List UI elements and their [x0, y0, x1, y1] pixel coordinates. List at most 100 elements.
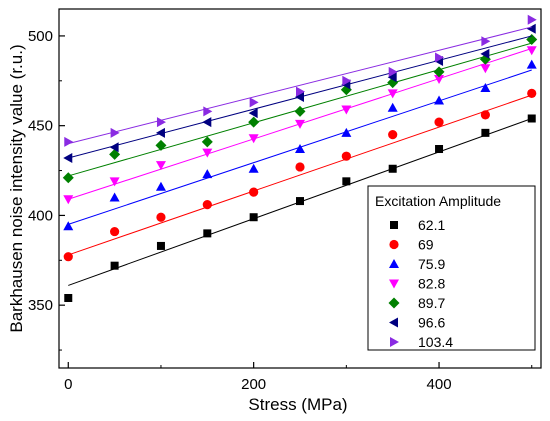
data-point-89.7-200 [248, 116, 260, 128]
x-tick-label: 0 [64, 376, 72, 393]
data-point-62.1-100 [156, 241, 165, 250]
data-point-69-50 [110, 226, 120, 237]
x-tick-label: 200 [241, 376, 266, 393]
x-tick-label: 400 [427, 376, 452, 393]
data-point-89.7-50 [109, 148, 121, 160]
x-axis-title: Stress (MPa) [248, 395, 347, 414]
data-point-96.6-350 [387, 72, 397, 83]
series-75.9 [63, 59, 537, 231]
legend-marker-75.9 [389, 259, 399, 268]
data-point-69-300 [341, 151, 351, 161]
data-point-103.4-250 [296, 86, 305, 97]
data-point-82.8-100 [155, 161, 166, 171]
legend-item-label: 62.1 [418, 217, 445, 233]
data-point-62.1-150 [203, 229, 212, 238]
data-point-75.9-250 [295, 144, 305, 154]
y-tick-label: 500 [28, 28, 53, 45]
data-point-89.7-150 [201, 136, 213, 148]
data-point-82.8-400 [434, 75, 445, 85]
data-point-69-250 [295, 162, 305, 172]
data-point-89.7-0 [62, 172, 74, 184]
legend-marker-96.6 [389, 317, 398, 328]
data-point-75.9-200 [248, 163, 259, 173]
series-62.1 [64, 114, 536, 302]
data-point-96.6-150 [202, 117, 212, 128]
legend-marker-82.8 [389, 279, 399, 289]
legend-item-label: 89.7 [418, 295, 445, 311]
data-point-82.8-200 [248, 134, 259, 144]
data-point-103.4-50 [110, 127, 120, 138]
legend-item-label: 82.8 [418, 276, 445, 292]
series-103.4 [64, 14, 537, 147]
legend-item-label: 103.4 [418, 334, 453, 350]
data-point-75.9-0 [63, 221, 74, 231]
y-tick-label: 450 [28, 118, 53, 135]
series-69 [63, 88, 537, 262]
data-point-62.1-200 [249, 213, 258, 222]
data-point-82.8-500 [526, 46, 537, 56]
data-point-69-500 [527, 88, 537, 98]
data-point-89.7-100 [155, 139, 167, 151]
data-point-75.9-400 [434, 95, 445, 105]
data-point-62.1-350 [388, 164, 397, 173]
data-point-89.7-500 [526, 34, 538, 46]
data-point-103.4-500 [527, 14, 537, 25]
data-point-96.6-500 [526, 23, 536, 34]
data-point-69-400 [434, 117, 444, 127]
legend-marker-89.7 [388, 297, 400, 309]
data-point-82.8-300 [341, 105, 352, 115]
data-point-89.7-250 [294, 105, 306, 117]
legend-marker-103.4 [390, 337, 399, 347]
data-point-75.9-350 [387, 102, 398, 112]
data-point-96.6-100 [155, 127, 165, 138]
data-point-82.8-50 [109, 177, 120, 187]
data-point-75.9-100 [155, 181, 166, 191]
series-96.6 [63, 23, 536, 163]
fit-line-103.4 [68, 26, 532, 145]
series-layer [62, 14, 538, 302]
data-point-62.1-400 [435, 145, 444, 154]
data-point-103.4-400 [435, 52, 445, 63]
data-point-62.1-0 [64, 293, 73, 302]
legend-marker-62.1 [390, 221, 398, 229]
legend-item-label: 69 [418, 237, 434, 253]
data-point-103.4-450 [481, 36, 491, 47]
data-point-103.4-350 [388, 66, 398, 77]
legend-item-label: 75.9 [418, 256, 445, 272]
data-point-62.1-300 [342, 177, 351, 186]
legend-title: Excitation Amplitude [375, 193, 501, 209]
y-tick-label: 350 [28, 297, 53, 314]
data-point-69-0 [63, 252, 73, 262]
data-point-69-200 [249, 187, 259, 197]
axes-layer: 0 200 400 350 400 450 500 Stress (MPa) Barkhause… [7, 8, 542, 414]
data-point-69-100 [156, 212, 166, 222]
data-point-75.9-50 [109, 192, 120, 202]
legend-marker-69 [389, 239, 399, 250]
data-point-62.1-450 [481, 128, 490, 137]
data-point-96.6-250 [295, 91, 304, 102]
data-point-103.4-150 [203, 106, 213, 117]
data-point-69-150 [202, 200, 212, 210]
data-point-96.6-50 [109, 142, 119, 153]
fit-line-69 [68, 94, 532, 256]
data-point-75.9-500 [526, 59, 537, 69]
data-point-103.4-0 [64, 136, 74, 147]
data-point-89.7-400 [433, 66, 445, 78]
data-point-82.8-150 [202, 148, 213, 158]
y-axis-title: Barkhausen noise intensity value (r.u.) [7, 44, 26, 332]
data-point-82.8-250 [295, 119, 305, 129]
data-point-103.4-300 [342, 75, 352, 86]
data-point-62.1-50 [110, 261, 119, 270]
data-point-75.9-150 [202, 169, 213, 179]
data-point-82.8-450 [480, 64, 491, 74]
data-point-96.6-450 [480, 48, 490, 59]
data-point-62.1-250 [296, 197, 304, 206]
data-point-96.6-0 [63, 152, 73, 163]
data-point-103.4-200 [249, 97, 259, 108]
legend: Excitation Amplitude 62.1 69 75.9 82.8 89.7 96… [367, 185, 536, 351]
series-89.7 [62, 34, 538, 184]
data-point-82.8-350 [387, 89, 398, 99]
series-82.8 [63, 46, 537, 205]
data-point-75.9-300 [341, 127, 352, 137]
